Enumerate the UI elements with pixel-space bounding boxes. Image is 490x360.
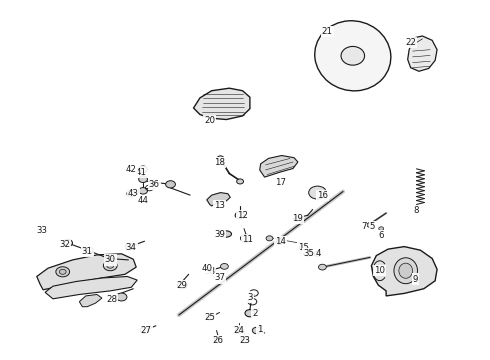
Text: 20: 20 <box>204 116 215 125</box>
Text: 42: 42 <box>126 165 137 174</box>
Circle shape <box>299 245 306 250</box>
Text: 8: 8 <box>414 206 419 215</box>
Text: 44: 44 <box>138 197 148 205</box>
Polygon shape <box>37 254 136 290</box>
Circle shape <box>214 336 222 342</box>
Text: 39: 39 <box>214 230 225 239</box>
Text: 21: 21 <box>322 27 333 36</box>
Circle shape <box>266 236 273 241</box>
Polygon shape <box>79 294 102 307</box>
Text: 23: 23 <box>240 336 250 345</box>
Circle shape <box>56 267 70 277</box>
Circle shape <box>125 243 134 250</box>
Circle shape <box>237 179 244 184</box>
Text: 36: 36 <box>149 180 160 189</box>
Circle shape <box>140 327 149 334</box>
Polygon shape <box>45 276 137 299</box>
Text: 11: 11 <box>242 235 253 244</box>
Text: 13: 13 <box>214 202 225 210</box>
Circle shape <box>241 337 249 343</box>
Circle shape <box>235 328 243 333</box>
Circle shape <box>379 227 384 230</box>
Text: 6: 6 <box>378 231 384 240</box>
Circle shape <box>177 282 187 289</box>
Circle shape <box>277 239 284 244</box>
Text: 19: 19 <box>293 214 303 223</box>
Circle shape <box>166 181 175 188</box>
Text: 35: 35 <box>303 249 314 258</box>
Circle shape <box>217 156 224 161</box>
Text: 15: 15 <box>298 243 309 252</box>
Ellipse shape <box>220 231 232 237</box>
Text: 27: 27 <box>141 326 151 335</box>
Ellipse shape <box>394 258 417 284</box>
Circle shape <box>235 212 245 219</box>
Circle shape <box>139 176 147 183</box>
Text: 40: 40 <box>201 264 212 273</box>
Text: 16: 16 <box>317 191 328 199</box>
Circle shape <box>303 249 312 256</box>
Text: 31: 31 <box>82 247 93 256</box>
Circle shape <box>314 251 321 256</box>
Text: 9: 9 <box>413 274 418 284</box>
Text: 30: 30 <box>105 256 116 264</box>
Circle shape <box>127 190 136 197</box>
Circle shape <box>245 310 255 317</box>
Text: 25: 25 <box>204 313 215 322</box>
Circle shape <box>139 188 147 194</box>
Text: 7: 7 <box>361 222 367 231</box>
Text: 17: 17 <box>275 178 286 187</box>
Circle shape <box>208 267 216 273</box>
Text: 1: 1 <box>257 325 263 334</box>
Text: 28: 28 <box>106 295 117 304</box>
Polygon shape <box>207 193 230 206</box>
Text: 22: 22 <box>405 38 416 47</box>
Circle shape <box>107 263 114 268</box>
Ellipse shape <box>315 21 391 91</box>
Ellipse shape <box>341 46 365 65</box>
Text: 18: 18 <box>214 158 225 167</box>
Text: 24: 24 <box>234 326 245 335</box>
Polygon shape <box>371 247 437 296</box>
Circle shape <box>206 315 213 320</box>
Polygon shape <box>408 36 437 71</box>
Circle shape <box>220 264 228 269</box>
Circle shape <box>116 293 127 301</box>
Text: 32: 32 <box>59 240 70 248</box>
Circle shape <box>367 222 374 228</box>
Text: 12: 12 <box>237 211 248 220</box>
Circle shape <box>63 239 73 247</box>
Circle shape <box>103 261 117 271</box>
Circle shape <box>318 264 326 270</box>
Text: 33: 33 <box>36 226 47 235</box>
Polygon shape <box>260 156 298 177</box>
Text: 38: 38 <box>204 267 215 276</box>
Polygon shape <box>194 88 250 120</box>
Text: 3: 3 <box>247 292 253 302</box>
Text: 26: 26 <box>213 336 223 345</box>
Circle shape <box>59 269 66 274</box>
Text: 14: 14 <box>275 238 286 246</box>
Text: 10: 10 <box>374 266 385 275</box>
Ellipse shape <box>399 263 413 278</box>
Text: 37: 37 <box>214 274 225 282</box>
Circle shape <box>139 166 147 172</box>
Circle shape <box>309 186 326 199</box>
Circle shape <box>252 327 261 334</box>
Text: 2: 2 <box>252 309 258 318</box>
Text: 4: 4 <box>316 249 321 258</box>
Text: 43: 43 <box>128 189 139 198</box>
Text: 34: 34 <box>126 243 137 252</box>
Text: 5: 5 <box>369 222 375 231</box>
Text: 41: 41 <box>136 167 147 176</box>
Circle shape <box>294 217 300 221</box>
Circle shape <box>241 234 251 242</box>
Text: 29: 29 <box>177 281 188 289</box>
